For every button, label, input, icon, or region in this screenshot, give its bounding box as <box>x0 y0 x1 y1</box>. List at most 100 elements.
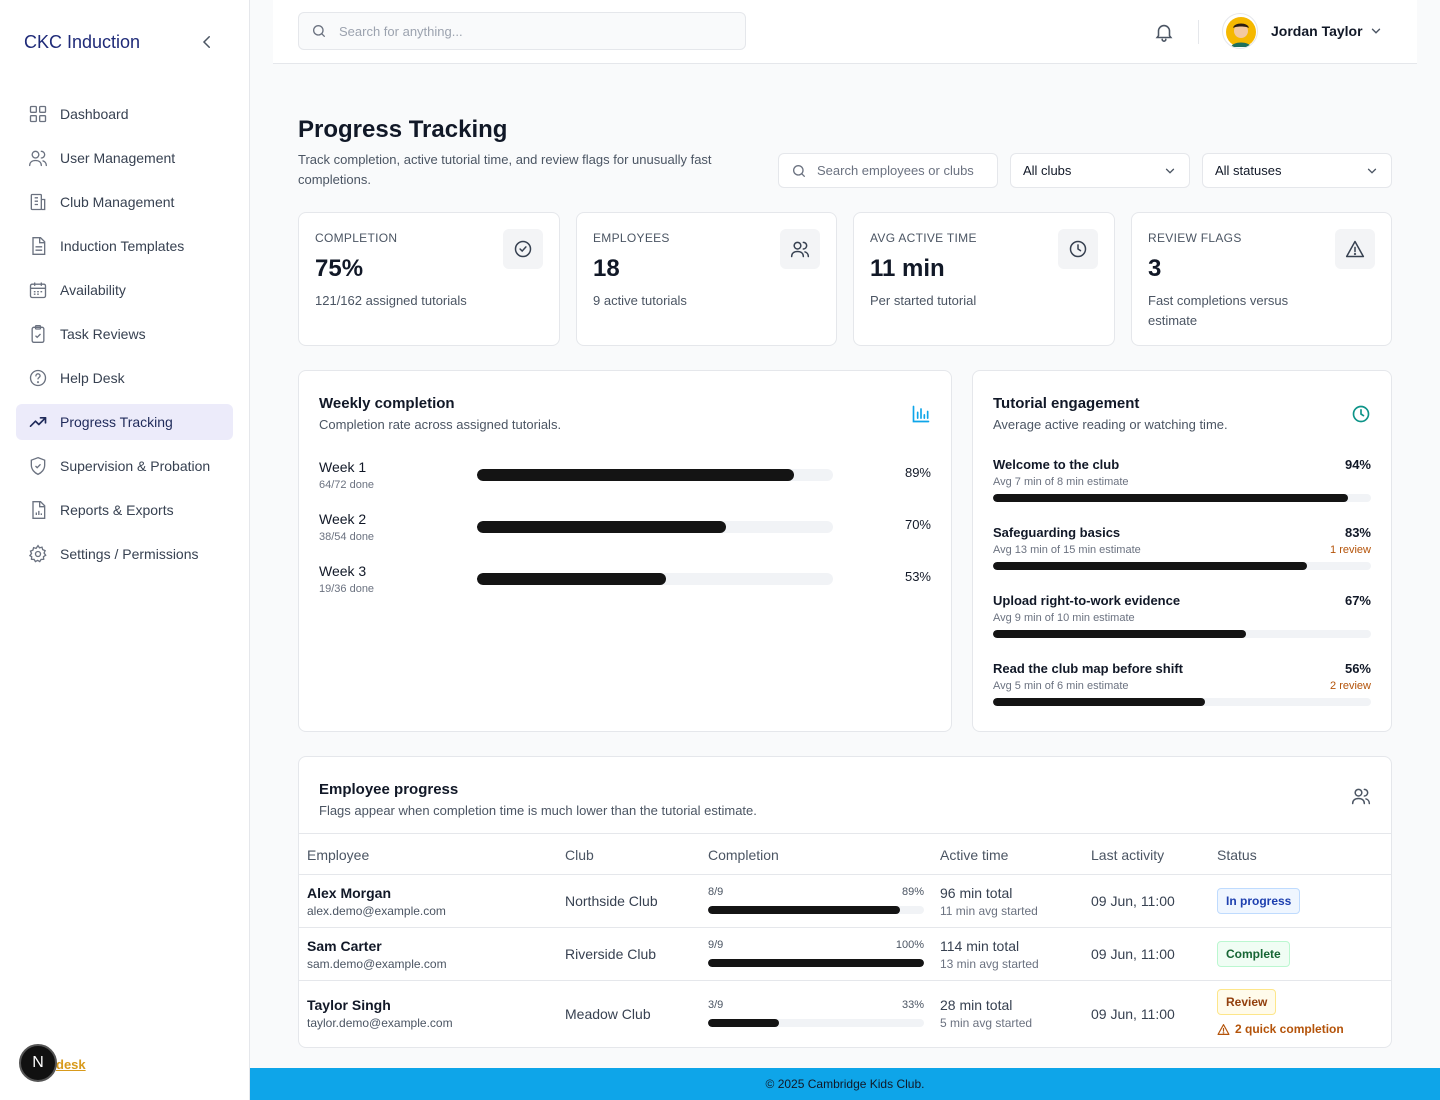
stat-card-employees: EMPLOYEES 18 9 active tutorials <box>576 212 837 346</box>
stat-value: 18 <box>593 255 620 282</box>
page-title: Progress Tracking <box>298 116 508 143</box>
progress-bar <box>993 494 1371 502</box>
stat-card-avg-active-time: AVG ACTIVE TIME 11 min Per started tutor… <box>853 212 1115 346</box>
status-badge: Review <box>1217 989 1277 1015</box>
user-name[interactable]: Jordan Taylor <box>1271 23 1363 39</box>
tutorial-name: Upload right-to-work evidence <box>993 593 1181 608</box>
quick-completion-flag[interactable]: 2 quick completion <box>1217 1022 1344 1036</box>
sidebar-item-user-management[interactable]: User Management <box>16 140 233 176</box>
sidebar-item-label: Progress Tracking <box>60 414 173 430</box>
stat-value: 3 <box>1148 255 1162 282</box>
tutorial-avg: Avg 7 min of 8 min estimate <box>993 476 1129 488</box>
sidebar-item-reports-exports[interactable]: Reports & Exports <box>16 492 233 528</box>
sidebar-item-label: Task Reviews <box>60 326 146 342</box>
club-filter-select[interactable]: All clubs <box>1010 153 1190 188</box>
sidebar-item-label: Availability <box>60 282 126 298</box>
stat-sub: 9 active tutorials <box>593 293 687 308</box>
week-row: Week 2 38/54 done 70% <box>319 511 931 551</box>
progress-bar <box>708 906 924 914</box>
status-cell: Complete <box>1217 941 1290 967</box>
chevron-down-icon <box>1365 164 1379 178</box>
column-header: Status <box>1217 847 1257 863</box>
progress-bar <box>477 469 833 481</box>
sidebar-item-dashboard[interactable]: Dashboard <box>16 96 233 132</box>
employee-email: alex.demo@example.com <box>307 904 446 918</box>
global-search-input[interactable]: Search for anything... <box>298 12 746 50</box>
active-time-cell: 28 min total 5 min avg started <box>940 997 1032 1030</box>
progress-bar <box>993 630 1371 638</box>
tutorial-percent: 56% <box>1344 661 1371 676</box>
active-time-cell: 114 min total 13 min avg started <box>940 938 1039 971</box>
tutorial-avg: Avg 13 min of 15 min estimate <box>993 544 1141 556</box>
progress-fill <box>708 959 924 967</box>
search-icon <box>791 163 807 179</box>
sidebar-item-label: User Management <box>60 150 176 166</box>
sidebar-item-label: Supervision & Probation <box>60 458 211 474</box>
brand-title[interactable]: CKC Induction <box>24 32 141 52</box>
tutorial-percent: 94% <box>1344 457 1371 472</box>
sidebar-item-settings-permissions[interactable]: Settings / Permissions <box>16 536 233 572</box>
avatar[interactable] <box>1222 13 1258 49</box>
card-title: Employee progress <box>319 781 459 798</box>
calendar-icon <box>28 280 48 300</box>
clock-icon <box>1058 229 1098 269</box>
column-header: Employee <box>307 847 370 863</box>
tutorial-percent: 83% <box>1344 525 1371 540</box>
column-header: Active time <box>940 847 1009 863</box>
collapse-sidebar-icon[interactable] <box>198 33 216 51</box>
table-row[interactable]: Taylor Singh taylor.demo@example.com Mea… <box>299 981 1391 1047</box>
review-count[interactable]: 2 review <box>1330 680 1371 692</box>
topbar: Search for anything... Jordan Taylor <box>273 0 1417 64</box>
quick-completion-text: 2 quick completion <box>1235 1022 1344 1036</box>
stat-card-review-flags: REVIEW FLAGS 3 Fast completions versus e… <box>1131 212 1392 346</box>
completion-cell: 8/9 89% <box>708 886 924 918</box>
progress-bar <box>993 698 1371 706</box>
completion-cell: 3/9 33% <box>708 999 924 1031</box>
bell-icon[interactable] <box>1153 21 1175 43</box>
progress-fill <box>993 698 1205 706</box>
review-count[interactable]: 1 review <box>1330 544 1371 556</box>
week-percent: 70% <box>904 517 931 532</box>
help-desk-link[interactable]: desk <box>56 1057 86 1072</box>
stat-label: AVG ACTIVE TIME <box>870 231 977 245</box>
week-row: Week 3 19/36 done 53% <box>319 563 931 603</box>
employee-cell: Alex Morgan alex.demo@example.com <box>307 885 446 918</box>
active-time-avg: 13 min avg started <box>940 957 1039 971</box>
tutorial-row: Upload right-to-work evidence Avg 9 min … <box>993 593 1371 643</box>
check-circle-icon <box>503 229 543 269</box>
stat-card-completion: COMPLETION 75% 121/162 assigned tutorial… <box>298 212 560 346</box>
sidebar-item-task-reviews[interactable]: Task Reviews <box>16 316 233 352</box>
stat-label: COMPLETION <box>315 231 398 245</box>
completion-cell: 9/9 100% <box>708 939 924 971</box>
progress-fill <box>477 469 794 481</box>
app-badge[interactable]: N <box>19 1044 57 1082</box>
stat-value: 75% <box>315 255 364 282</box>
week-done: 38/54 done <box>319 531 375 543</box>
status-filter-select[interactable]: All statuses <box>1202 153 1392 188</box>
week-name: Week 3 <box>319 563 367 579</box>
tutorial-avg: Avg 5 min of 6 min estimate <box>993 680 1129 692</box>
table-row[interactable]: Sam Carter sam.demo@example.com Riversid… <box>299 928 1391 981</box>
sidebar-item-progress-tracking[interactable]: Progress Tracking <box>16 404 233 440</box>
sidebar-item-availability[interactable]: Availability <box>16 272 233 308</box>
sidebar-item-help-desk[interactable]: Help Desk <box>16 360 233 396</box>
progress-fill <box>708 1019 780 1027</box>
table-row[interactable]: Alex Morgan alex.demo@example.com Norths… <box>299 875 1391 928</box>
progress-fill <box>708 906 901 914</box>
footer: © 2025 Cambridge Kids Club. <box>250 1068 1440 1100</box>
progress-fill <box>993 562 1307 570</box>
employee-name: Taylor Singh <box>307 997 391 1013</box>
status-badge: Complete <box>1217 941 1290 967</box>
employee-email: sam.demo@example.com <box>307 957 447 971</box>
tutorial-name: Welcome to the club <box>993 457 1120 472</box>
chevron-down-icon[interactable] <box>1369 24 1383 38</box>
warning-triangle-icon <box>1335 229 1375 269</box>
sidebar-item-supervision-probation[interactable]: Supervision & Probation <box>16 448 233 484</box>
club-name: Meadow Club <box>565 1006 651 1022</box>
status-cell: In progress <box>1217 888 1301 914</box>
sidebar-item-club-management[interactable]: Club Management <box>16 184 233 220</box>
employee-search-input[interactable]: Search employees or clubs <box>778 153 998 188</box>
active-time-avg: 11 min avg started <box>940 904 1038 918</box>
sidebar-item-induction-templates[interactable]: Induction Templates <box>16 228 233 264</box>
stat-sub: Per started tutorial <box>870 293 977 308</box>
